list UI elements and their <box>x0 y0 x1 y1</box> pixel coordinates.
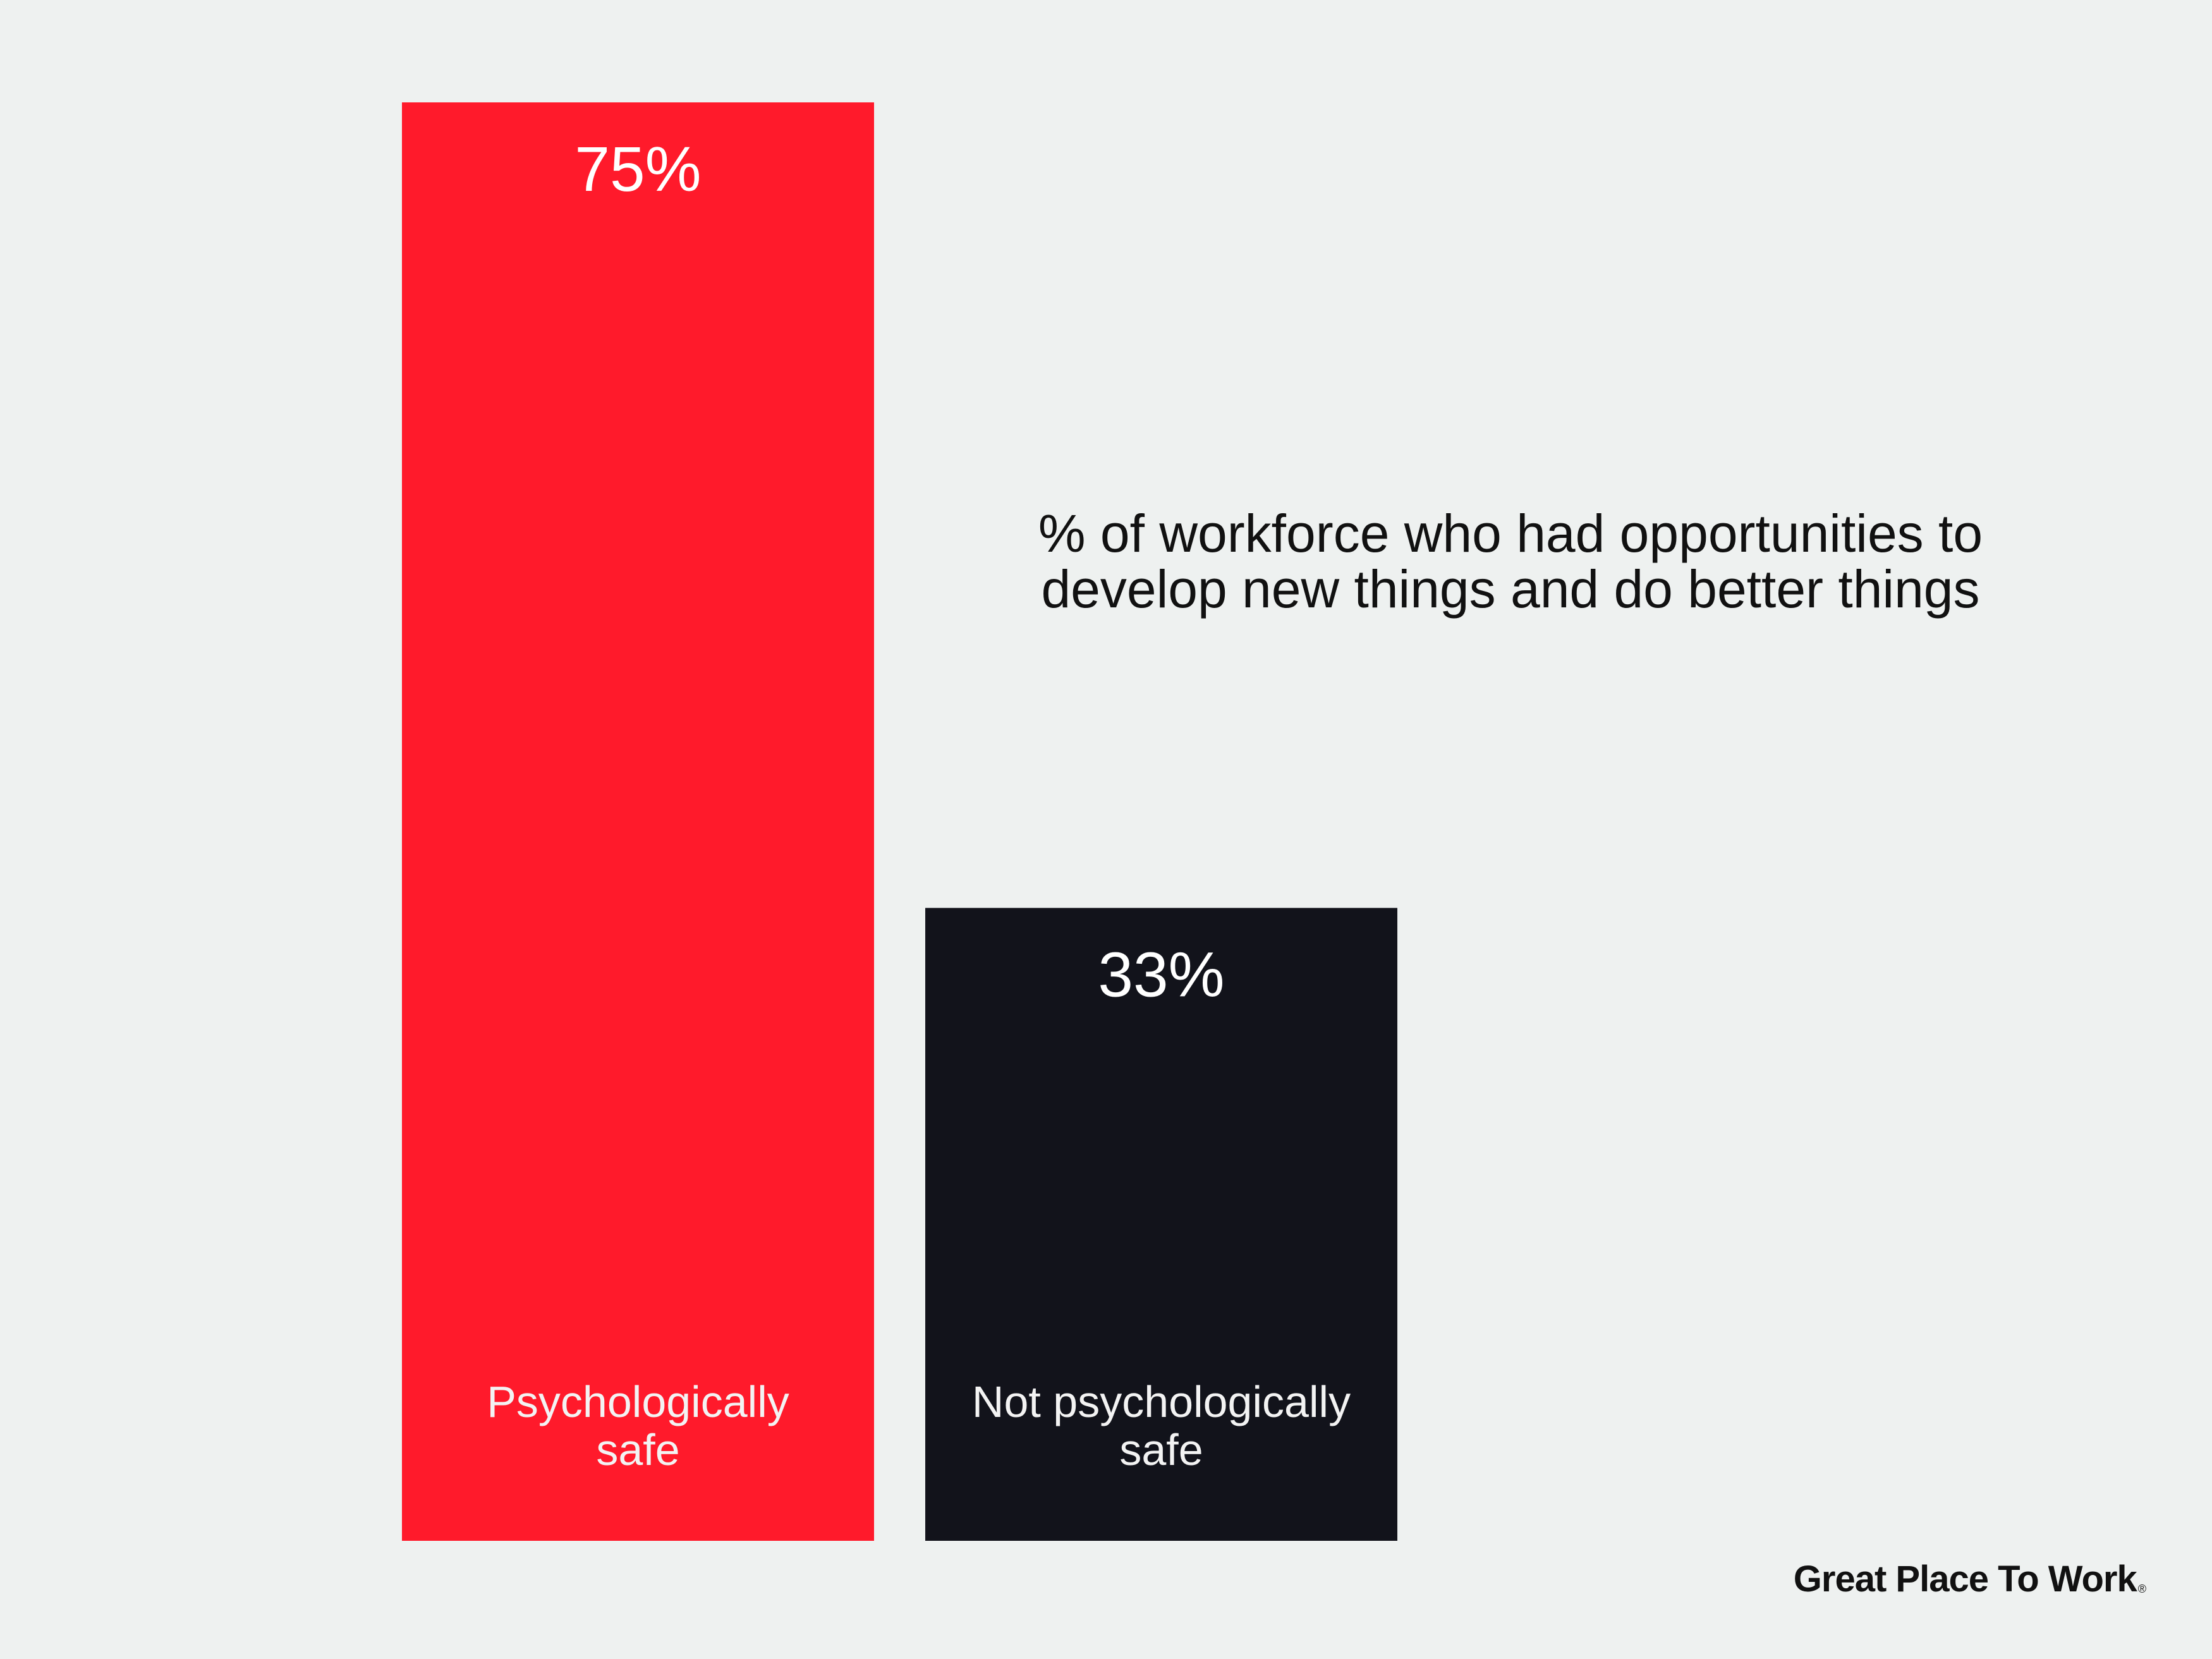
bar-value-label: 33% <box>1098 940 1224 1011</box>
bar-value-label: 75% <box>574 134 701 205</box>
chart-title-line-1: % of workforce who had opportunities to <box>1038 504 1983 563</box>
bar-1 <box>402 102 874 1541</box>
category-label: Not psychologically safe <box>972 1377 1351 1474</box>
chart-title: % of workforce who had opportunities to … <box>1005 506 2016 617</box>
brand-logo: Great Place To Work ® <box>1794 1558 2146 1600</box>
registered-mark: ® <box>2137 1583 2146 1595</box>
chart-title-line-2: develop new things and do better things <box>1041 559 1980 619</box>
category-label: Psychologically safe <box>487 1377 789 1474</box>
bar-2 <box>925 908 1397 1541</box>
brand-name: Great Place To Work <box>1793 1559 2137 1600</box>
